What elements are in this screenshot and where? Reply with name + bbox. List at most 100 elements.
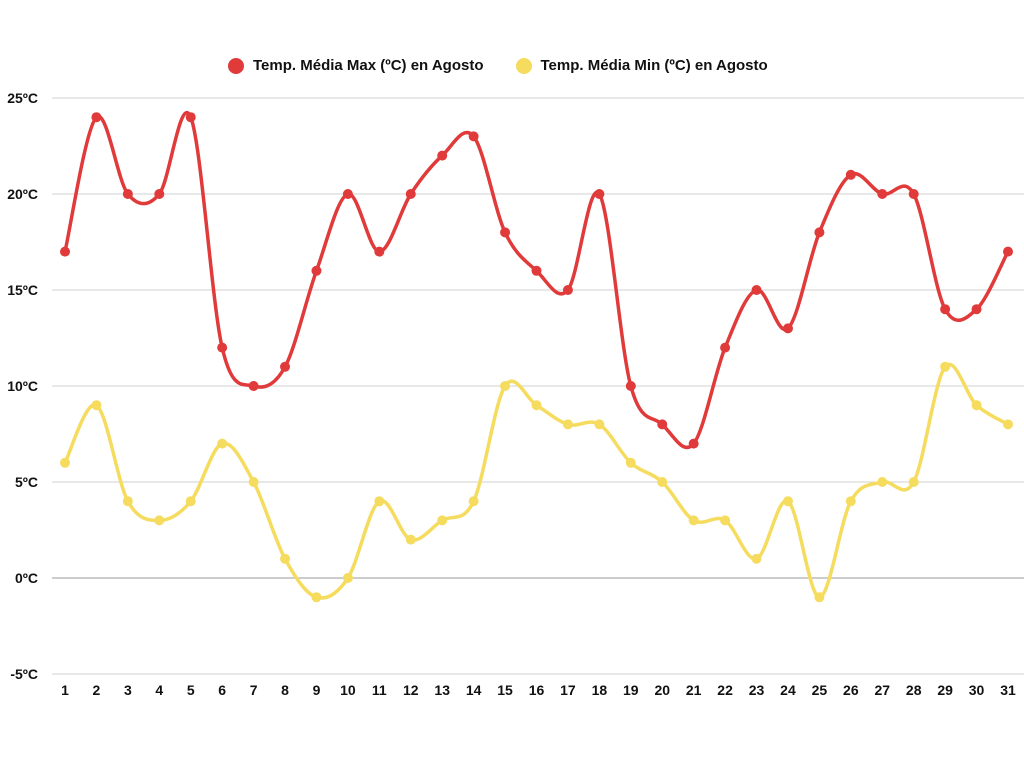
series-max: [60, 111, 1013, 450]
legend-item-max[interactable]: Temp. Média Max (ºC) en Agosto: [228, 57, 484, 74]
point-min[interactable]: [154, 515, 165, 526]
point-min[interactable]: [405, 534, 416, 545]
point-max[interactable]: [845, 169, 856, 180]
x-tick-label: 9: [313, 682, 321, 698]
point-min[interactable]: [468, 496, 479, 507]
x-tick-label: 18: [592, 682, 608, 698]
point-max[interactable]: [688, 438, 699, 449]
point-max[interactable]: [122, 189, 133, 199]
point-min[interactable]: [311, 592, 322, 603]
point-min[interactable]: [374, 496, 385, 507]
point-min[interactable]: [720, 515, 731, 526]
point-min[interactable]: [971, 400, 982, 411]
x-tick-label: 8: [281, 682, 289, 698]
x-tick-label: 3: [124, 682, 132, 698]
x-tick-label: 29: [937, 682, 953, 698]
point-min[interactable]: [751, 553, 762, 564]
point-min[interactable]: [940, 361, 951, 372]
point-min[interactable]: [248, 477, 259, 487]
point-max[interactable]: [531, 265, 542, 276]
x-tick-label: 2: [93, 682, 101, 698]
x-tick-label: 4: [155, 682, 163, 698]
x-tick-label: 17: [560, 682, 576, 698]
point-min[interactable]: [60, 457, 70, 468]
point-max[interactable]: [940, 304, 951, 315]
x-axis: 1 2 3 4 5 6 7 8 9 10 11 12 13 14 15 16 17 18 19 20 21 22 23 24 2…: [61, 682, 1016, 698]
y-tick-label: 15ºC: [7, 282, 38, 298]
x-tick-label: 7: [250, 682, 258, 698]
point-max[interactable]: [814, 227, 825, 238]
point-min[interactable]: [122, 496, 133, 507]
line-min: [63, 362, 1010, 600]
point-max[interactable]: [405, 189, 416, 199]
point-min[interactable]: [500, 381, 511, 391]
point-min[interactable]: [217, 438, 228, 449]
point-min[interactable]: [531, 400, 542, 411]
point-max[interactable]: [877, 189, 888, 199]
point-min[interactable]: [594, 419, 605, 430]
point-max[interactable]: [91, 112, 102, 123]
point-max[interactable]: [185, 112, 196, 123]
point-min[interactable]: [657, 477, 668, 487]
y-tick-label: 25ºC: [7, 90, 38, 106]
x-tick-label: 14: [466, 682, 482, 698]
series-min: [60, 361, 1013, 603]
legend-label-max: Temp. Média Max (ºC) en Agosto: [253, 57, 484, 74]
point-min[interactable]: [845, 496, 856, 507]
x-tick-label: 13: [434, 682, 450, 698]
x-tick-label: 5: [187, 682, 195, 698]
point-max[interactable]: [1003, 246, 1013, 257]
x-tick-label: 11: [372, 682, 387, 698]
x-tick-label: 19: [623, 682, 639, 698]
point-max[interactable]: [751, 285, 762, 295]
point-max[interactable]: [625, 381, 636, 391]
point-max[interactable]: [217, 342, 228, 353]
point-max[interactable]: [720, 342, 731, 353]
point-max[interactable]: [657, 419, 668, 430]
point-max[interactable]: [562, 285, 573, 295]
y-tick-label: 10ºC: [7, 378, 38, 394]
chart-legend: Temp. Média Max (ºC) en Agosto Temp. Méd…: [228, 57, 768, 74]
x-tick-label: 12: [403, 682, 419, 698]
point-min[interactable]: [342, 573, 353, 583]
point-max[interactable]: [342, 189, 353, 199]
x-tick-label: 6: [218, 682, 226, 698]
point-max[interactable]: [437, 150, 448, 161]
point-min[interactable]: [185, 496, 196, 507]
legend-item-min[interactable]: Temp. Média Min (ºC) en Agosto: [515, 57, 768, 74]
point-max[interactable]: [782, 323, 793, 334]
point-min[interactable]: [280, 553, 291, 564]
point-max[interactable]: [971, 304, 982, 315]
point-max[interactable]: [908, 189, 919, 199]
point-min[interactable]: [1003, 419, 1013, 430]
point-min[interactable]: [782, 496, 793, 507]
legend-marker-min: [515, 57, 532, 74]
point-min[interactable]: [814, 592, 825, 603]
x-tick-label: 22: [717, 682, 733, 698]
x-tick-label: 21: [686, 682, 702, 698]
point-min[interactable]: [437, 515, 448, 526]
point-max[interactable]: [248, 381, 259, 391]
point-min[interactable]: [562, 419, 573, 430]
y-tick-label: 20ºC: [7, 186, 38, 202]
x-tick-label: 16: [529, 682, 545, 698]
point-max[interactable]: [468, 131, 479, 142]
point-min[interactable]: [688, 515, 699, 526]
point-max[interactable]: [311, 265, 322, 276]
x-tick-label: 25: [812, 682, 828, 698]
y-tick-label: 0ºC: [15, 570, 38, 586]
point-min[interactable]: [625, 457, 636, 468]
point-max[interactable]: [594, 189, 605, 199]
point-max[interactable]: [500, 227, 511, 238]
point-max[interactable]: [280, 361, 291, 372]
point-min[interactable]: [908, 477, 919, 487]
y-axis: 25ºC 20ºC 15ºC 10ºC 5ºC 0ºC -5ºC: [7, 90, 38, 682]
point-max[interactable]: [154, 189, 165, 199]
point-max[interactable]: [374, 246, 385, 257]
y-tick-label: -5ºC: [10, 666, 38, 682]
point-min[interactable]: [91, 400, 102, 411]
point-max[interactable]: [60, 246, 70, 257]
point-min[interactable]: [877, 477, 888, 487]
x-tick-label: 15: [497, 682, 513, 698]
legend-label-min: Temp. Média Min (ºC) en Agosto: [540, 57, 768, 74]
